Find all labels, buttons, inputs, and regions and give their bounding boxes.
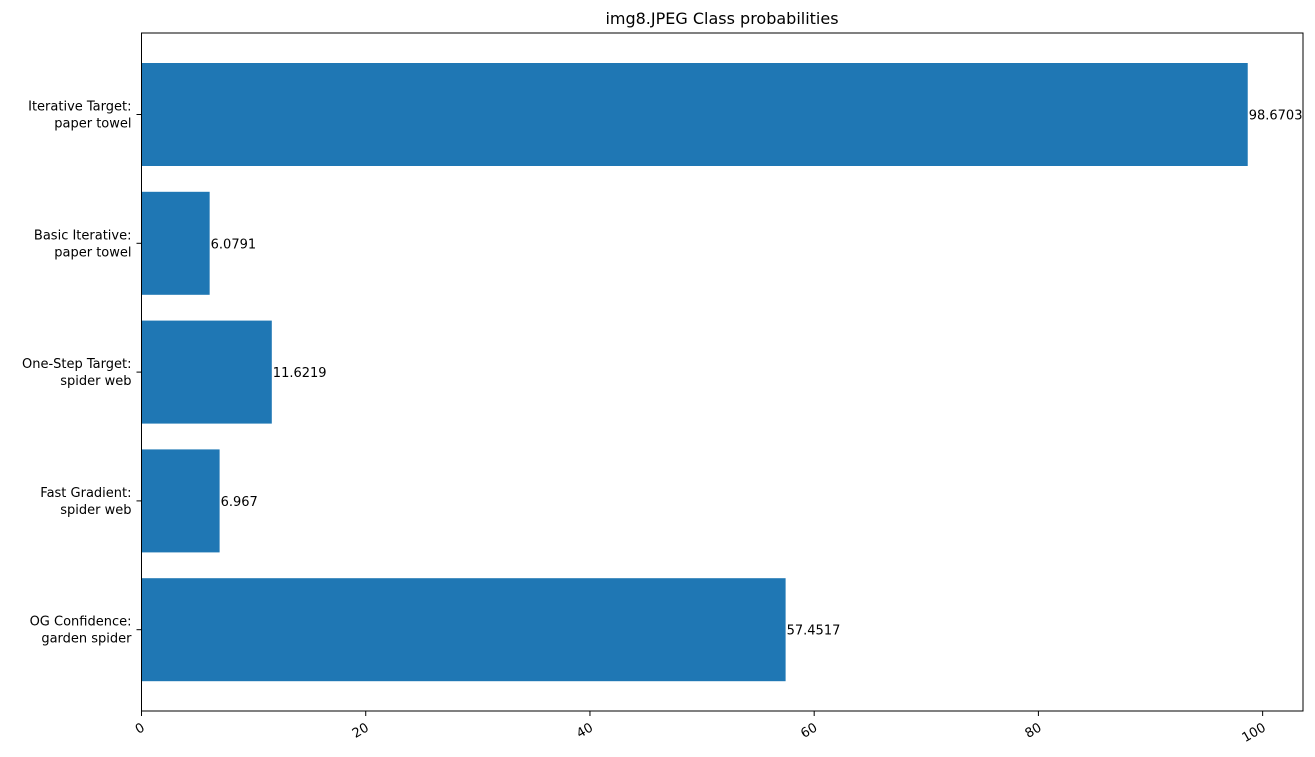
bar-value-label: 6.0791 <box>211 237 256 252</box>
x-tick-label: 0 <box>133 720 148 737</box>
bars-layer <box>141 63 1248 682</box>
y-tick-label: OG Confidence: garden spider <box>30 615 133 647</box>
x-tick-label: 60 <box>798 720 820 741</box>
x-tick-label: 40 <box>574 720 596 741</box>
bar <box>141 578 786 682</box>
bar <box>141 63 1248 166</box>
bar <box>141 191 210 295</box>
x-tick-label: 100 <box>1240 720 1269 745</box>
chart-title: img8.JPEG Class probabilities <box>605 9 838 28</box>
x-axis: 0 20 40 60 80 100 <box>133 711 1269 746</box>
value-labels-layer: 98.6703 6.0791 11.6219 6.967 57.4517 <box>211 109 1303 639</box>
bar-value-label: 57.4517 <box>787 624 841 639</box>
plot-frame <box>141 32 1304 712</box>
bar-value-label: 6.967 <box>221 495 258 510</box>
y-tick-label: One-Step Target: spider web <box>22 357 132 389</box>
bar <box>141 320 272 424</box>
y-tick-label: Iterative Target: paper towel <box>28 100 131 132</box>
bar-value-label: 98.6703 <box>1249 109 1303 124</box>
y-tick-label: Basic Iterative: paper towel <box>34 228 132 260</box>
y-tick-label: Fast Gradient: spider web <box>40 486 131 518</box>
y-axis: Iterative Target: paper towel Basic Iterat… <box>22 100 142 647</box>
x-tick-label: 20 <box>350 720 372 741</box>
bar-value-label: 11.6219 <box>273 366 327 381</box>
bar <box>141 449 220 553</box>
x-tick-label: 80 <box>1023 720 1045 741</box>
